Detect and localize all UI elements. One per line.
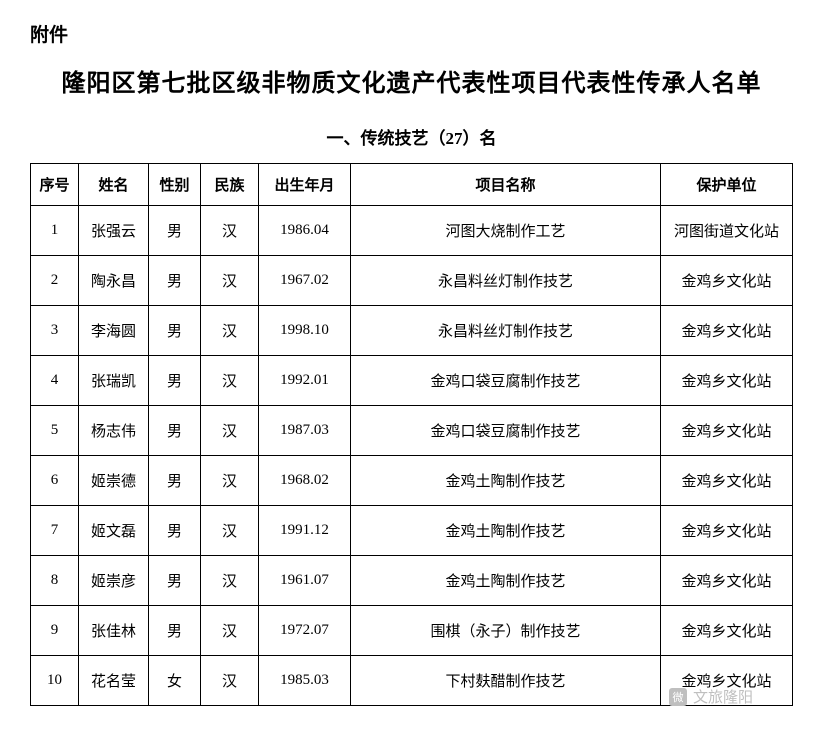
table-cell: 汉 xyxy=(201,456,259,506)
table-cell: 金鸡乡文化站 xyxy=(661,556,793,606)
table-cell: 10 xyxy=(31,656,79,706)
table-cell: 金鸡乡文化站 xyxy=(661,606,793,656)
table-row: 1张强云男汉1986.04河图大烧制作工艺河图街道文化站 xyxy=(31,206,793,256)
table-cell: 1991.12 xyxy=(259,506,351,556)
table-cell: 张佳林 xyxy=(79,606,149,656)
table-cell: 男 xyxy=(149,506,201,556)
table-cell: 2 xyxy=(31,256,79,306)
table-cell: 李海圆 xyxy=(79,306,149,356)
table-cell: 花名莹 xyxy=(79,656,149,706)
section-subtitle: 一、传统技艺（27）名 xyxy=(30,124,793,149)
table-cell: 1961.07 xyxy=(259,556,351,606)
heritage-table: 序号 姓名 性别 民族 出生年月 项目名称 保护单位 1张强云男汉1986.04… xyxy=(30,163,793,706)
table-cell: 男 xyxy=(149,206,201,256)
table-cell: 金鸡乡文化站 xyxy=(661,456,793,506)
table-cell: 河图大烧制作工艺 xyxy=(351,206,661,256)
table-cell: 男 xyxy=(149,606,201,656)
table-cell: 下村麸醋制作技艺 xyxy=(351,656,661,706)
col-header-unit: 保护单位 xyxy=(661,164,793,206)
col-header-ethnic: 民族 xyxy=(201,164,259,206)
table-cell: 金鸡土陶制作技艺 xyxy=(351,456,661,506)
table-cell: 汉 xyxy=(201,506,259,556)
table-cell: 6 xyxy=(31,456,79,506)
table-cell: 4 xyxy=(31,356,79,406)
table-row: 9张佳林男汉1972.07围棋（永子）制作技艺金鸡乡文化站 xyxy=(31,606,793,656)
table-cell: 1985.03 xyxy=(259,656,351,706)
table-cell: 1968.02 xyxy=(259,456,351,506)
table-cell: 永昌料丝灯制作技艺 xyxy=(351,256,661,306)
table-row: 3李海圆男汉1998.10永昌料丝灯制作技艺金鸡乡文化站 xyxy=(31,306,793,356)
table-cell: 金鸡乡文化站 xyxy=(661,406,793,456)
table-cell: 汉 xyxy=(201,556,259,606)
table-cell: 1 xyxy=(31,206,79,256)
table-cell: 1972.07 xyxy=(259,606,351,656)
attachment-label: 附件 xyxy=(30,20,793,47)
table-cell: 男 xyxy=(149,356,201,406)
table-cell: 男 xyxy=(149,306,201,356)
table-cell: 金鸡口袋豆腐制作技艺 xyxy=(351,406,661,456)
table-row: 7姬文磊男汉1991.12金鸡土陶制作技艺金鸡乡文化站 xyxy=(31,506,793,556)
table-cell: 汉 xyxy=(201,206,259,256)
col-header-no: 序号 xyxy=(31,164,79,206)
table-cell: 金鸡乡文化站 xyxy=(661,256,793,306)
col-header-gender: 性别 xyxy=(149,164,201,206)
col-header-name: 姓名 xyxy=(79,164,149,206)
table-cell: 张强云 xyxy=(79,206,149,256)
table-cell: 5 xyxy=(31,406,79,456)
table-cell: 陶永昌 xyxy=(79,256,149,306)
table-row: 8姬崇彦男汉1961.07金鸡土陶制作技艺金鸡乡文化站 xyxy=(31,556,793,606)
table-cell: 永昌料丝灯制作技艺 xyxy=(351,306,661,356)
table-cell: 金鸡土陶制作技艺 xyxy=(351,506,661,556)
table-row: 5杨志伟男汉1987.03金鸡口袋豆腐制作技艺金鸡乡文化站 xyxy=(31,406,793,456)
table-cell: 河图街道文化站 xyxy=(661,206,793,256)
table-cell: 金鸡土陶制作技艺 xyxy=(351,556,661,606)
table-cell: 汉 xyxy=(201,256,259,306)
table-cell: 金鸡口袋豆腐制作技艺 xyxy=(351,356,661,406)
table-row: 10花名莹女汉1985.03下村麸醋制作技艺金鸡乡文化站 xyxy=(31,656,793,706)
table-cell: 汉 xyxy=(201,606,259,656)
table-cell: 金鸡乡文化站 xyxy=(661,506,793,556)
table-cell: 9 xyxy=(31,606,79,656)
table-cell: 女 xyxy=(149,656,201,706)
table-cell: 汉 xyxy=(201,356,259,406)
table-cell: 1992.01 xyxy=(259,356,351,406)
col-header-dob: 出生年月 xyxy=(259,164,351,206)
table-cell: 男 xyxy=(149,556,201,606)
table-row: 6姬崇德男汉1968.02金鸡土陶制作技艺金鸡乡文化站 xyxy=(31,456,793,506)
table-cell: 男 xyxy=(149,456,201,506)
table-cell: 姬文磊 xyxy=(79,506,149,556)
table-cell: 金鸡乡文化站 xyxy=(661,356,793,406)
document-title: 隆阳区第七批区级非物质文化遗产代表性项目代表性传承人名单 xyxy=(30,63,793,98)
table-cell: 杨志伟 xyxy=(79,406,149,456)
col-header-project: 项目名称 xyxy=(351,164,661,206)
table-cell: 1998.10 xyxy=(259,306,351,356)
table-cell: 3 xyxy=(31,306,79,356)
table-row: 4张瑞凯男汉1992.01金鸡口袋豆腐制作技艺金鸡乡文化站 xyxy=(31,356,793,406)
table-body: 1张强云男汉1986.04河图大烧制作工艺河图街道文化站2陶永昌男汉1967.0… xyxy=(31,206,793,706)
table-cell: 姬崇彦 xyxy=(79,556,149,606)
table-cell: 男 xyxy=(149,256,201,306)
table-cell: 汉 xyxy=(201,656,259,706)
table-header-row: 序号 姓名 性别 民族 出生年月 项目名称 保护单位 xyxy=(31,164,793,206)
table-cell: 男 xyxy=(149,406,201,456)
table-cell: 金鸡乡文化站 xyxy=(661,306,793,356)
table-cell: 1987.03 xyxy=(259,406,351,456)
table-cell: 姬崇德 xyxy=(79,456,149,506)
table-cell: 8 xyxy=(31,556,79,606)
table-row: 2陶永昌男汉1967.02永昌料丝灯制作技艺金鸡乡文化站 xyxy=(31,256,793,306)
table-cell: 金鸡乡文化站 xyxy=(661,656,793,706)
table-cell: 7 xyxy=(31,506,79,556)
table-cell: 围棋（永子）制作技艺 xyxy=(351,606,661,656)
table-cell: 张瑞凯 xyxy=(79,356,149,406)
table-cell: 1967.02 xyxy=(259,256,351,306)
table-cell: 汉 xyxy=(201,406,259,456)
table-cell: 1986.04 xyxy=(259,206,351,256)
table-cell: 汉 xyxy=(201,306,259,356)
